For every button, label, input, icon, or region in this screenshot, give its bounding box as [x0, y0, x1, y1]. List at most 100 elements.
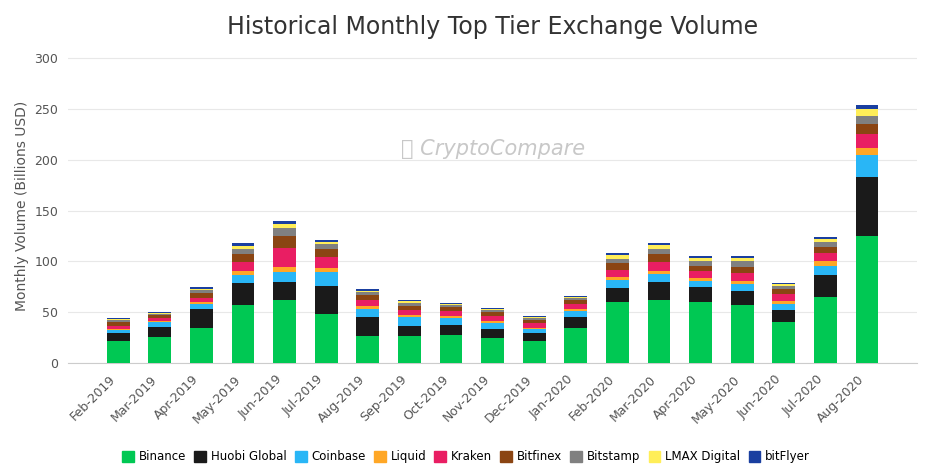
Bar	[440, 304, 462, 305]
Bar	[398, 336, 421, 363]
Bar	[356, 306, 379, 309]
Bar	[273, 248, 296, 266]
Bar	[107, 320, 130, 322]
Bar	[190, 298, 212, 302]
Bar	[190, 287, 212, 289]
Bar	[481, 323, 504, 328]
Bar	[273, 300, 296, 363]
Bar	[356, 300, 379, 306]
Bar	[731, 262, 754, 266]
Legend: Binance, Huobi Global, Coinbase, Liquid, Kraken, Bitfinex, Bitstamp, LMAX Digita: Binance, Huobi Global, Coinbase, Liquid,…	[117, 446, 815, 468]
Bar	[731, 291, 754, 305]
Bar	[398, 300, 421, 301]
Bar	[856, 105, 879, 109]
Bar	[148, 321, 171, 322]
Bar	[107, 341, 130, 363]
Bar	[606, 255, 629, 259]
Bar	[398, 306, 421, 310]
Bar	[190, 302, 212, 304]
Bar	[523, 319, 545, 320]
Bar	[773, 286, 795, 289]
Bar	[273, 282, 296, 300]
Bar	[148, 313, 171, 314]
Bar	[440, 319, 462, 325]
Bar	[190, 293, 212, 298]
Bar	[231, 283, 254, 305]
Bar	[689, 302, 712, 363]
Bar	[565, 296, 587, 297]
Bar	[773, 289, 795, 294]
Bar	[315, 257, 337, 267]
Bar	[231, 246, 254, 249]
Bar	[523, 318, 545, 319]
Bar	[356, 295, 379, 300]
Bar	[231, 274, 254, 283]
Bar	[398, 301, 421, 303]
Bar	[231, 271, 254, 274]
Bar	[648, 300, 670, 363]
Bar	[773, 294, 795, 301]
Bar	[273, 236, 296, 248]
Bar	[148, 312, 171, 313]
Bar	[856, 124, 879, 134]
Bar	[356, 292, 379, 295]
Bar	[814, 237, 837, 239]
Bar	[440, 303, 462, 304]
Bar	[565, 309, 587, 311]
Bar	[231, 263, 254, 271]
Bar	[565, 297, 587, 298]
Bar	[273, 272, 296, 282]
Bar	[565, 300, 587, 304]
Bar	[107, 326, 130, 328]
Bar	[814, 239, 837, 242]
Bar	[856, 177, 879, 236]
Bar	[689, 265, 712, 271]
Bar	[523, 323, 545, 328]
Bar	[440, 311, 462, 316]
Bar	[356, 318, 379, 336]
Bar	[606, 277, 629, 280]
Bar	[231, 305, 254, 363]
Bar	[481, 316, 504, 321]
Bar	[648, 243, 670, 245]
Bar	[148, 315, 171, 319]
Bar	[481, 321, 504, 323]
Bar	[565, 298, 587, 300]
Bar	[231, 249, 254, 255]
Bar	[648, 282, 670, 300]
Bar	[190, 289, 212, 290]
Bar	[689, 256, 712, 258]
Bar	[315, 314, 337, 363]
Bar	[814, 262, 837, 265]
Bar	[481, 310, 504, 312]
Bar	[689, 258, 712, 262]
Bar	[731, 266, 754, 273]
Bar	[107, 328, 130, 329]
Bar	[356, 291, 379, 292]
Bar	[273, 228, 296, 236]
Bar	[648, 263, 670, 271]
Bar	[606, 253, 629, 255]
Bar	[606, 264, 629, 270]
Bar	[773, 284, 795, 286]
Bar	[856, 147, 879, 155]
Bar	[523, 333, 545, 341]
Title: Historical Monthly Top Tier Exchange Volume: Historical Monthly Top Tier Exchange Vol…	[227, 15, 758, 39]
Bar	[814, 274, 837, 297]
Bar	[606, 270, 629, 277]
Bar	[689, 281, 712, 287]
Bar	[689, 262, 712, 265]
Bar	[648, 273, 670, 282]
Bar	[606, 288, 629, 302]
Bar	[731, 273, 754, 281]
Y-axis label: Monthly Volume (Billions USD): Monthly Volume (Billions USD)	[15, 100, 29, 310]
Bar	[481, 308, 504, 309]
Bar	[648, 271, 670, 273]
Bar	[606, 302, 629, 363]
Bar	[689, 278, 712, 281]
Bar	[440, 305, 462, 307]
Bar	[273, 221, 296, 224]
Bar	[440, 307, 462, 311]
Bar	[398, 326, 421, 336]
Bar	[148, 337, 171, 363]
